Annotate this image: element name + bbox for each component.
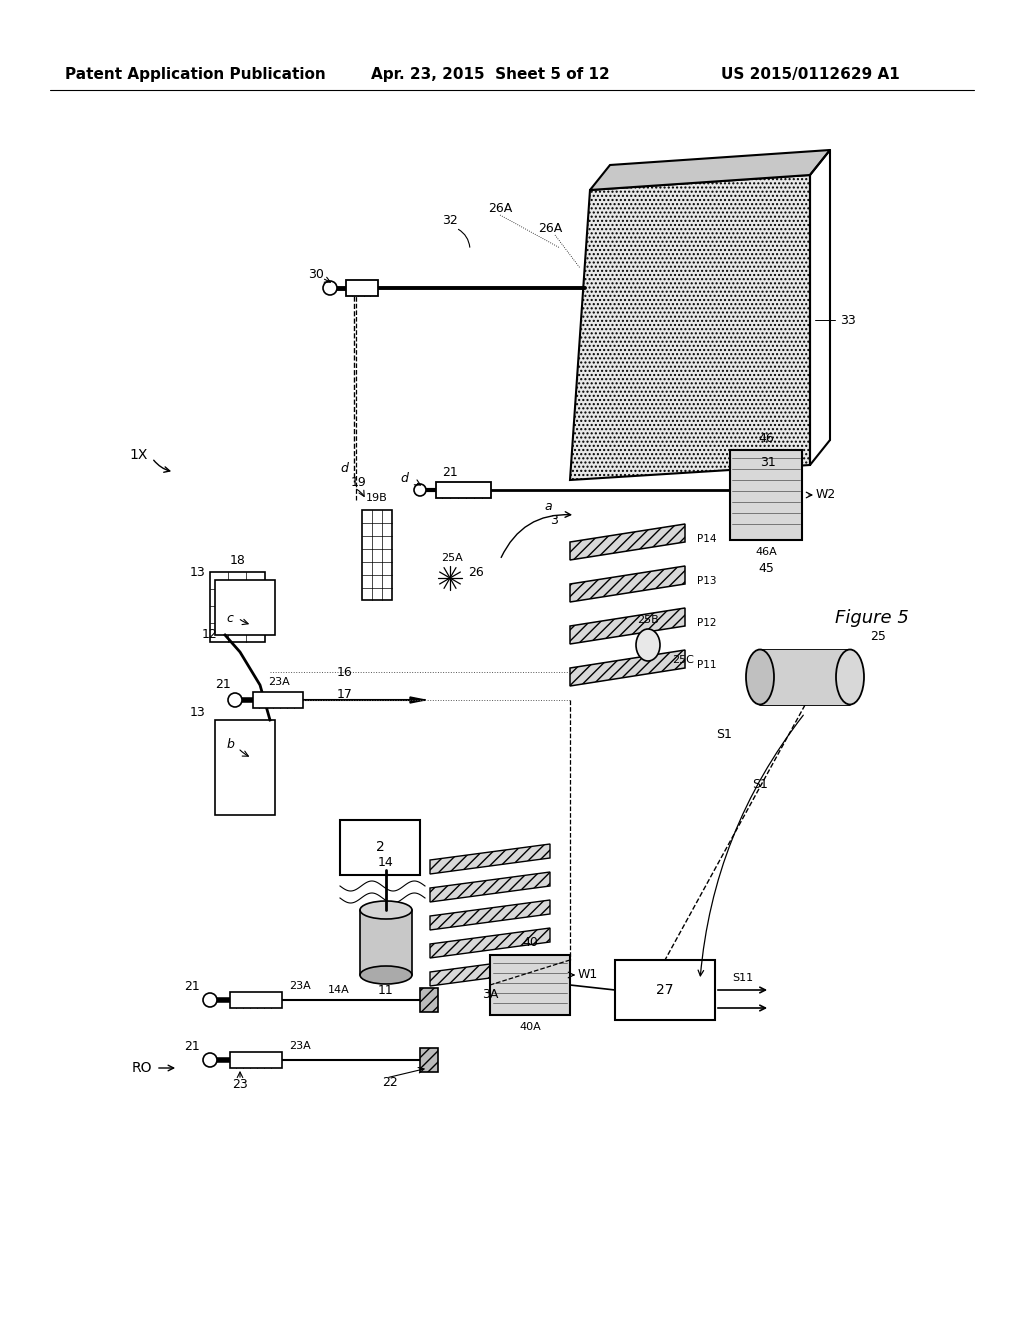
Ellipse shape xyxy=(636,630,660,661)
Text: 17: 17 xyxy=(337,689,353,701)
Circle shape xyxy=(203,993,217,1007)
Text: 14A: 14A xyxy=(329,985,350,995)
Circle shape xyxy=(323,281,337,294)
Circle shape xyxy=(203,1053,217,1067)
Text: Apr. 23, 2015  Sheet 5 of 12: Apr. 23, 2015 Sheet 5 of 12 xyxy=(371,67,609,82)
Text: P12: P12 xyxy=(697,618,717,628)
Polygon shape xyxy=(570,609,685,644)
Text: 33: 33 xyxy=(840,314,856,326)
Text: 26A: 26A xyxy=(538,222,562,235)
Text: 2: 2 xyxy=(376,840,384,854)
Polygon shape xyxy=(430,900,550,931)
Polygon shape xyxy=(430,956,550,986)
Text: d: d xyxy=(340,462,348,474)
Text: 18: 18 xyxy=(229,553,246,566)
Text: S1: S1 xyxy=(752,779,768,792)
Polygon shape xyxy=(430,873,550,902)
Text: W2: W2 xyxy=(816,488,837,502)
Text: 45: 45 xyxy=(758,561,774,574)
Text: 11: 11 xyxy=(378,983,394,997)
Bar xyxy=(362,510,392,601)
Text: 21: 21 xyxy=(184,1040,200,1052)
Circle shape xyxy=(228,693,242,708)
Ellipse shape xyxy=(360,902,412,919)
Polygon shape xyxy=(410,697,425,704)
Text: 26A: 26A xyxy=(487,202,512,214)
Text: 23: 23 xyxy=(232,1078,248,1092)
Polygon shape xyxy=(570,566,685,602)
Bar xyxy=(230,1052,282,1068)
Text: 12: 12 xyxy=(202,628,218,642)
Text: 22: 22 xyxy=(382,1076,398,1089)
Circle shape xyxy=(414,484,426,496)
Text: 3A: 3A xyxy=(482,987,499,1001)
Text: 26: 26 xyxy=(468,565,483,578)
Polygon shape xyxy=(570,176,810,480)
Polygon shape xyxy=(430,928,550,958)
Bar xyxy=(420,1048,438,1072)
Bar xyxy=(360,909,412,975)
Text: 21: 21 xyxy=(215,677,230,690)
Text: 14: 14 xyxy=(378,855,394,869)
Text: 25C: 25C xyxy=(672,655,694,665)
Text: P11: P11 xyxy=(697,660,717,671)
Text: 19: 19 xyxy=(351,475,367,488)
Text: a: a xyxy=(544,499,552,512)
Text: RO: RO xyxy=(131,1061,152,1074)
Bar xyxy=(210,572,265,642)
Text: 23A: 23A xyxy=(289,1041,311,1051)
Polygon shape xyxy=(430,843,550,874)
Text: 23A: 23A xyxy=(289,981,311,991)
Text: 25A: 25A xyxy=(441,553,463,564)
Text: 21: 21 xyxy=(442,466,458,479)
Text: P14: P14 xyxy=(697,535,717,544)
Text: 19B: 19B xyxy=(367,492,388,503)
Text: 30: 30 xyxy=(308,268,324,281)
Bar xyxy=(760,649,850,705)
Bar xyxy=(436,482,490,498)
Bar xyxy=(730,450,802,540)
Bar xyxy=(615,960,715,1020)
Text: 21: 21 xyxy=(184,979,200,993)
Bar xyxy=(215,719,275,814)
Text: 13: 13 xyxy=(189,565,205,578)
Text: 25: 25 xyxy=(870,630,886,643)
Text: S11: S11 xyxy=(732,973,754,983)
Text: b: b xyxy=(226,738,233,751)
Text: 1X: 1X xyxy=(130,447,148,462)
Text: d: d xyxy=(400,471,408,484)
Ellipse shape xyxy=(836,649,864,705)
Text: 40: 40 xyxy=(522,936,538,949)
Text: 23A: 23A xyxy=(268,677,290,686)
Ellipse shape xyxy=(360,966,412,983)
Polygon shape xyxy=(590,150,830,190)
Text: 46A: 46A xyxy=(755,546,777,557)
Text: 46: 46 xyxy=(758,432,774,445)
Bar xyxy=(215,579,275,635)
Text: Figure 5: Figure 5 xyxy=(835,609,909,627)
Text: 3: 3 xyxy=(550,513,558,527)
Bar xyxy=(420,987,438,1012)
Text: 13: 13 xyxy=(189,705,205,718)
Polygon shape xyxy=(570,524,685,560)
Text: Patent Application Publication: Patent Application Publication xyxy=(65,67,326,82)
Bar xyxy=(346,280,378,296)
Bar xyxy=(490,954,570,1015)
Text: c: c xyxy=(226,611,233,624)
Text: P13: P13 xyxy=(697,576,717,586)
Bar xyxy=(340,820,420,875)
Text: 32: 32 xyxy=(442,214,458,227)
Text: W1: W1 xyxy=(578,969,598,982)
Text: US 2015/0112629 A1: US 2015/0112629 A1 xyxy=(721,67,899,82)
Polygon shape xyxy=(570,649,685,686)
Text: 31: 31 xyxy=(760,455,776,469)
Text: S1: S1 xyxy=(716,729,732,742)
Bar xyxy=(253,692,303,708)
Bar xyxy=(230,993,282,1008)
Text: 16: 16 xyxy=(337,665,353,678)
Ellipse shape xyxy=(746,649,774,705)
Text: 27: 27 xyxy=(656,983,674,997)
Text: 25B: 25B xyxy=(637,615,658,624)
Text: 40A: 40A xyxy=(519,1022,541,1032)
